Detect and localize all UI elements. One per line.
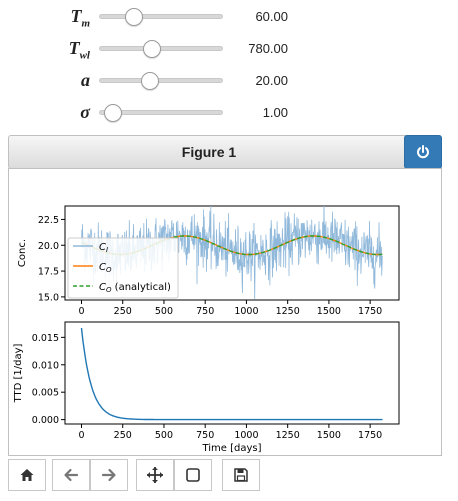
figure-svg: 0 250 500 750 1000 1250 1500 1750 15.0 17.5 20.0 22… (13, 205, 400, 454)
slider-label-twl: Twl (68, 38, 90, 62)
concentration-ylabel: Conc. (17, 239, 28, 267)
concentration-ticks: 0 250 500 750 1000 1250 1500 1750 15.0 17.5 20.0 22… (38, 215, 382, 317)
home-icon (20, 469, 34, 481)
ttd-ylabel: TTD [1/day] (13, 343, 24, 403)
ttd-xtick-label: 1000 (234, 430, 258, 441)
legend-entry-co: CO (73, 262, 112, 274)
figure-header: Figure 1 (8, 135, 442, 169)
slider-track-sigma[interactable] (99, 104, 223, 122)
ttd-ytick-label: 0.015 (32, 333, 59, 344)
slider-value-tm: 60.00 (255, 9, 288, 24)
ttd-plot: 0 250 500 750 1000 1250 1500 1750 0.000 0.005 0.01… (13, 321, 400, 454)
arrow-left-icon (64, 468, 79, 482)
legend-box (67, 237, 179, 299)
legend-label-co: CO (99, 262, 112, 274)
legend: CI CO CO (analytical) (67, 237, 179, 299)
legend-label-ci: CI (99, 242, 108, 254)
move-arrows-icon (147, 467, 163, 483)
ttd-ticks: 0 250 500 750 1000 1250 1500 1750 0.000 0.005 0.01… (32, 333, 382, 441)
ttd-xtick-label: 500 (155, 430, 173, 441)
back-button[interactable] (52, 459, 90, 491)
figure-canvas[interactable]: 0 250 500 750 1000 1250 1500 1750 15.0 17.5 20.0 22… (8, 168, 442, 456)
concentration-ytick-label: 15.0 (38, 292, 59, 303)
ttd-series (80, 327, 383, 421)
concentration-xtick-label: 0 (78, 306, 84, 317)
floppy-disk-icon (234, 468, 248, 482)
zoom-rect-button[interactable] (174, 459, 212, 491)
home-button[interactable] (8, 459, 46, 491)
slider-thumb-sigma[interactable] (104, 104, 123, 122)
legend-entry-ci: CI (73, 242, 108, 254)
ttd-ytick-label: 0.005 (32, 388, 59, 399)
legend-label-co-analytical: CO (analytical) (99, 282, 171, 294)
power-icon (417, 145, 429, 159)
slider-value-a: 20.00 (255, 73, 288, 88)
slider-row-tm: Tm 60.00 (0, 0, 458, 32)
concentration-xtick-label: 1000 (234, 306, 258, 317)
save-button[interactable] (222, 459, 260, 491)
ttd-xlabel: Time [days] (201, 443, 261, 454)
slider-value-twl: 780.00 (248, 41, 288, 56)
slider-thumb-twl[interactable] (143, 40, 162, 58)
concentration-xtick-label: 500 (155, 306, 173, 317)
close-figure-button[interactable] (404, 135, 442, 169)
pan-button[interactable] (136, 459, 174, 491)
concentration-xtick-label: 750 (196, 306, 214, 317)
concentration-ytick-label: 17.5 (38, 267, 59, 278)
square-icon (186, 468, 200, 482)
slider-track-a[interactable] (99, 72, 223, 90)
slider-thumb-a[interactable] (141, 72, 160, 90)
slider-track-twl[interactable] (99, 40, 223, 58)
ttd-line (80, 327, 383, 421)
legend-entry-co-analytical: CO (analytical) (73, 282, 171, 294)
slider-label-sigma: σ (80, 102, 90, 122)
slider-track-tm[interactable] (99, 8, 223, 26)
slider-value-sigma: 1.00 (262, 105, 288, 120)
slider-thumb-tm[interactable] (125, 8, 144, 26)
slider-label-a: a (81, 70, 90, 90)
ttd-xtick-label: 250 (114, 430, 132, 441)
concentration-xtick-label: 1500 (317, 306, 341, 317)
arrow-right-icon (101, 468, 116, 482)
slider-row-twl: Twl 780.00 (0, 32, 458, 64)
ttd-xtick-label: 1750 (358, 430, 382, 441)
concentration-ytick-label: 22.5 (38, 215, 59, 226)
slider-row-a: a 20.00 (0, 64, 458, 96)
ttd-xtick-label: 750 (196, 430, 214, 441)
slider-label-tm: Tm (70, 6, 90, 30)
ttd-ytick-label: 0.000 (32, 415, 59, 426)
concentration-xtick-label: 1750 (358, 306, 382, 317)
concentration-xtick-label: 250 (114, 306, 132, 317)
ttd-xtick-label: 1250 (276, 430, 300, 441)
concentration-ytick-label: 20.0 (38, 241, 59, 252)
figure-title: Figure 1 (181, 144, 237, 160)
concentration-xtick-label: 1250 (276, 306, 300, 317)
ttd-ytick-label: 0.010 (32, 360, 59, 371)
ttd-axes (64, 321, 400, 425)
forward-button[interactable] (90, 459, 128, 491)
ttd-xtick-label: 0 (78, 430, 84, 441)
concentration-plot: 0 250 500 750 1000 1250 1500 1750 15.0 17.5 20.0 22… (17, 205, 400, 317)
ttd-xtick-label: 1500 (317, 430, 341, 441)
slider-row-sigma: σ 1.00 (0, 96, 458, 128)
